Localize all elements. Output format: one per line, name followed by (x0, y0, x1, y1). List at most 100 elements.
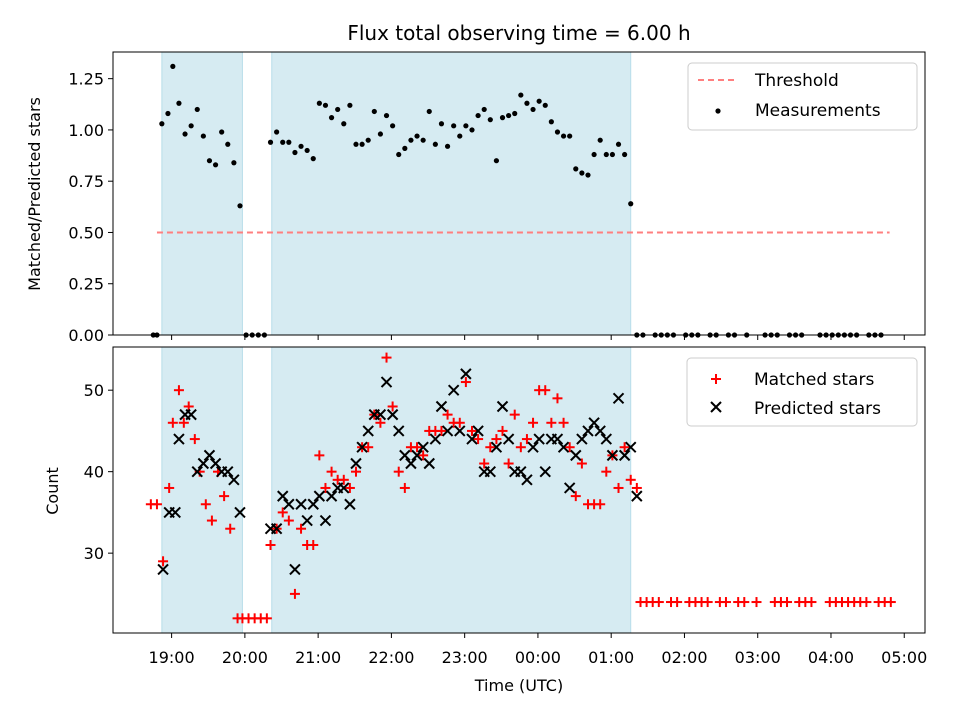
predicted-marker-b (228, 474, 240, 486)
matched-marker (601, 466, 612, 477)
measurement-point (530, 106, 536, 113)
predicted-marker-b (344, 498, 356, 510)
measurement-point (371, 108, 377, 115)
matched-marker (173, 385, 184, 396)
predicted-marker-b (447, 384, 460, 396)
predicted-marker (228, 474, 240, 486)
measurement-point (206, 158, 213, 164)
matched-marker (466, 425, 477, 436)
predicted-marker (551, 433, 564, 445)
predicted-marker-b (582, 425, 594, 437)
predicted-marker (539, 465, 551, 478)
measurement-point (359, 141, 365, 147)
x-tick-label: 03:00 (735, 648, 781, 667)
matched-marker (308, 540, 319, 550)
top-y-axis-label: Matched/Predicted stars (25, 97, 44, 291)
measurement-point (609, 151, 616, 158)
measurement-point (176, 100, 182, 106)
measurement-point (194, 106, 200, 113)
measurement-point (512, 110, 518, 117)
predicted-marker (429, 433, 442, 445)
measurement-point (615, 141, 622, 147)
predicted-marker-b (289, 563, 301, 576)
legend-threshold-label: Threshold (754, 71, 839, 91)
predicted-marker (380, 376, 393, 388)
measurement-point (548, 119, 554, 125)
legend-predicted-swatch (710, 401, 722, 413)
predicted-marker-b (234, 506, 246, 519)
predicted-marker-b (338, 482, 350, 494)
predicted-marker-b (435, 400, 448, 413)
predicted-marker-b (454, 425, 466, 437)
predicted-marker-b (502, 433, 515, 445)
predicted-marker-b (441, 425, 454, 437)
matched-marker (570, 491, 581, 502)
matched-marker (739, 597, 750, 608)
predicted-marker (563, 482, 576, 494)
predicted-marker-b (557, 441, 570, 453)
matched-marker (381, 352, 392, 363)
matched-marker (158, 556, 169, 567)
predicted-marker-b (521, 474, 533, 486)
measurement-point (567, 133, 573, 139)
x-axis-label: Time (UTC) (474, 676, 563, 695)
predicted-marker (374, 408, 387, 421)
predicted-marker-b (533, 433, 545, 445)
measurement-point (365, 137, 371, 143)
predicted-marker (435, 400, 448, 413)
predicted-marker (423, 457, 435, 470)
x-tick-label: 01:00 (588, 648, 634, 667)
matched-marker (320, 482, 331, 493)
bottom-legend: Matched stars Predicted stars (686, 357, 918, 427)
measurement-point (554, 129, 561, 135)
measurement-point (536, 98, 542, 104)
predicted-marker-b (295, 498, 307, 510)
measurement-point (341, 121, 347, 127)
matched-marker (540, 385, 551, 396)
y-tick-label: 50 (84, 381, 104, 400)
measurement-point (182, 131, 188, 137)
matched-marker (189, 434, 200, 445)
measurement-point (481, 106, 487, 113)
predicted-marker-b (612, 392, 625, 405)
measurement-point (353, 141, 359, 147)
ratio-panel: 0.00 0.25 0.50 0.75 1.00 1.25 Matched/Predict… (25, 51, 926, 345)
matched-marker (344, 482, 355, 493)
measurement-point (402, 145, 408, 151)
measurement-point (231, 160, 237, 166)
matched-marker (225, 523, 236, 534)
predicted-marker (185, 408, 197, 421)
matched-marker (515, 442, 526, 453)
predicted-marker-b (411, 449, 423, 462)
predicted-marker (582, 425, 594, 437)
measurement-point (573, 166, 579, 172)
measurement-point (286, 139, 292, 145)
predicted-marker-b (625, 441, 637, 453)
predicted-marker (393, 425, 405, 437)
matched-marker (151, 499, 162, 510)
predicted-marker-b (307, 498, 319, 510)
predicted-marker-b (191, 465, 203, 478)
predicted-marker-b (631, 490, 643, 502)
matched-marker (613, 482, 624, 493)
predicted-marker-b (157, 563, 169, 576)
predicted-marker (301, 514, 313, 527)
predicted-marker (289, 563, 301, 576)
matched-marker (200, 499, 211, 510)
predicted-marker (570, 449, 582, 462)
measurement-point (408, 137, 414, 143)
predicted-marker-b (417, 441, 429, 453)
matched-marker (387, 401, 398, 412)
legend-measurements-label: Measurements (755, 101, 881, 121)
matched-marker (479, 458, 490, 469)
y-tick-label: 1.00 (68, 121, 104, 140)
predicted-marker-b (313, 490, 326, 502)
x-tick-label: 00:00 (515, 648, 561, 667)
y-tick-label: 0.25 (68, 275, 104, 294)
predicted-marker-b (185, 408, 197, 421)
predicted-marker (454, 425, 466, 437)
measurement-point (200, 133, 206, 139)
predicted-marker-b (405, 457, 417, 470)
predicted-marker (169, 506, 181, 519)
predicted-marker-b (570, 449, 582, 462)
